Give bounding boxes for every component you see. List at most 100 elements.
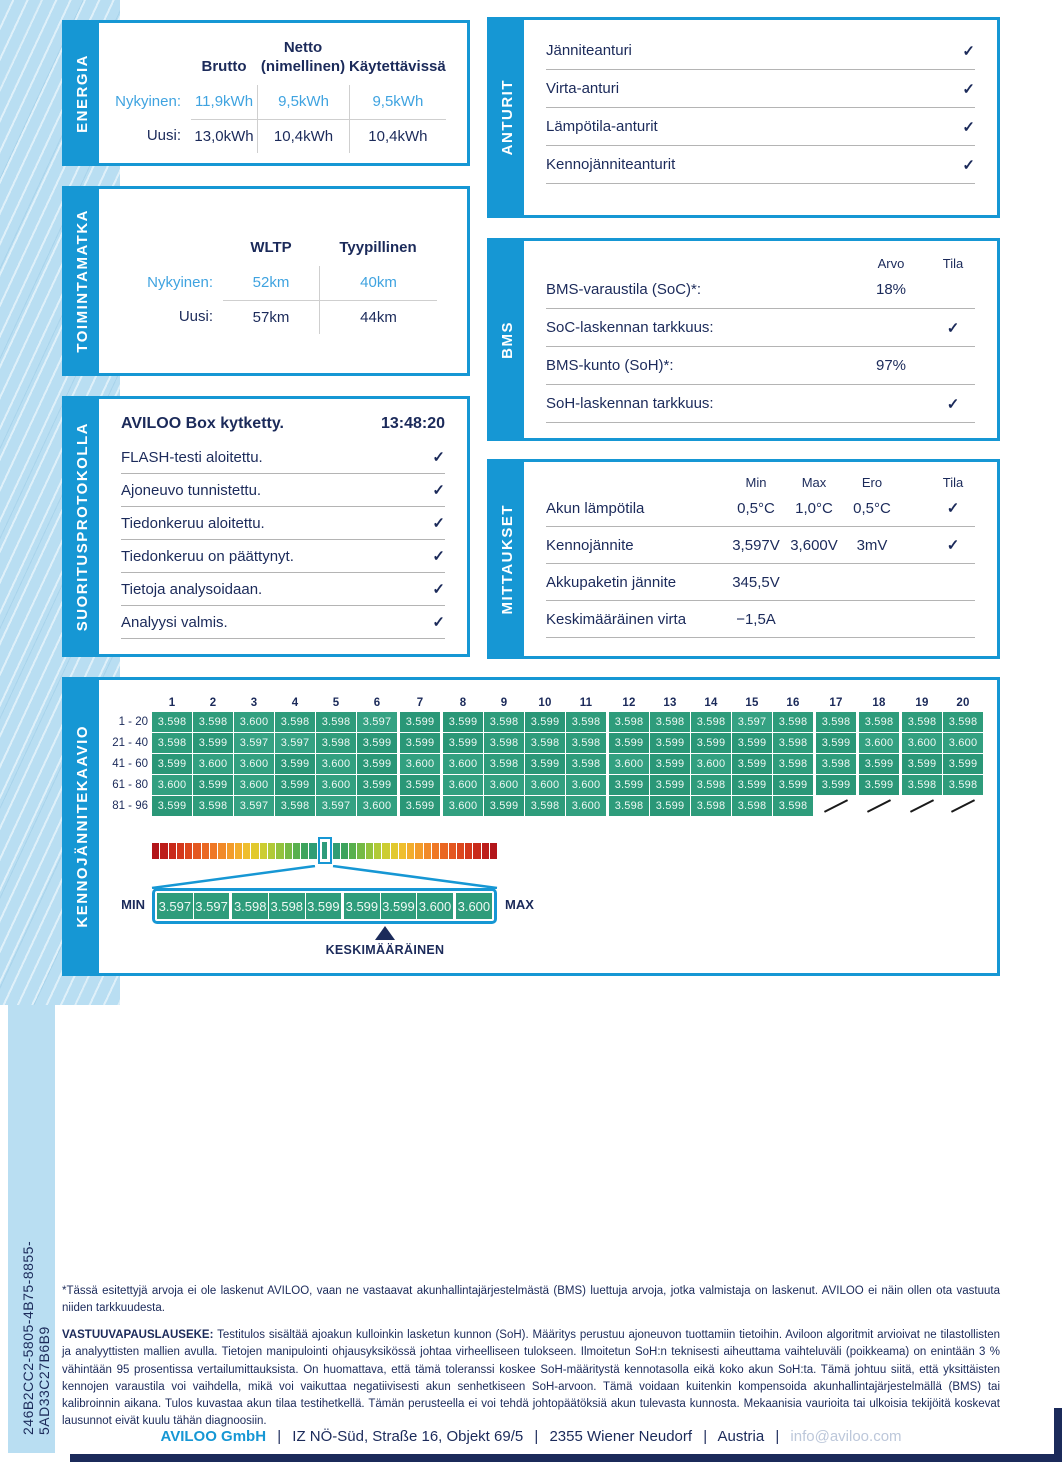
grid-row: 21 - 40 3.598 3.599 3.597 3.597 3.598 3.599 3.5… [99,733,984,753]
check-icon: ✓ [946,537,960,554]
bms-row: BMS-varaustila (SoC)*: 18% [546,271,975,309]
grid-cell: 3.597 [732,712,772,732]
check-icon: ✓ [432,482,445,499]
grid-cell: 3.599 [193,733,233,753]
grid-cell: 3.598 [484,733,524,753]
grid-cell: 3.598 [566,712,606,732]
grid-row: 41 - 60 3.599 3.600 3.600 3.599 3.600 3.599 3.6… [99,754,984,774]
grid-cell: 3.598 [773,754,813,774]
grid-cell: 3.600 [234,775,274,795]
grid-cell: 3.600 [234,712,274,732]
gradient-segment [234,843,243,859]
grid-cell: 3.600 [443,754,483,774]
measurement-ero: 0,5°C [853,499,891,517]
magnified-cell-group: 3.600 [455,893,492,919]
magnified-cell: 3.600 [455,893,492,919]
magnified-voltage-strip: 3.597 3.597 3.598 3.598 3.599 3.599 3.599 3.600… [152,888,497,924]
measurement-row: Kennojännite 3,597V 3,600V 3mV ✓ [546,527,975,564]
grid-cell: 3.598 [773,733,813,753]
grid-cell: 3.599 [357,775,397,795]
min-label: MIN [121,897,145,912]
energia-tab-label: ENERGIA [73,53,91,133]
check-icon: ✓ [962,156,975,174]
gradient-segment [365,843,374,859]
average-marker-icon [375,926,395,940]
footer-city: 2355 Wiener Neudorf [549,1428,693,1445]
disclaimer-lead: VASTUUVAPAUSLAUSEKE: [62,1329,214,1341]
bms-header-tila: Tila [942,255,964,271]
sensor-row: Jänniteanturi ✓ [546,32,975,70]
gradient-segment [251,843,259,859]
grid-column-header: 10 [538,696,552,709]
anturit-list: Jänniteanturi ✓ Virta-anturi ✓ Lämpötila-ant… [524,20,997,184]
anturit-card: ANTURIT Jänniteanturi ✓ Virta-anturi ✓ Lämpö… [487,17,1000,218]
gradient-segment [489,843,498,859]
mittaukset-header-tila: Tila [942,474,964,490]
gradient-segment [349,843,357,859]
check-icon: ✓ [946,395,960,413]
check-icon: ✓ [432,515,445,532]
protocol-title: AVILOO Box kytketty. [121,415,284,432]
measurement-min: −1,5A [736,610,776,628]
bms-row-value: 18% [875,281,907,298]
grid-cell: 3.599 [650,754,690,774]
grid-cell: 3.598 [525,733,565,753]
grid-cell: 3.599 [357,754,397,774]
measurement-max: 3,600V [790,536,838,554]
energia-current-brutto: 11,9kWh [194,93,254,110]
energia-row-current-label: Nykyinen: [115,93,181,110]
protocol-step-label: Tietoja analysoidaan. [121,580,263,598]
grid-cell: 3.600 [357,796,397,816]
grid-cell: 3.599 [859,775,899,795]
grid-cell: 3.600 [316,754,356,774]
disclaimer-paragraph: VASTUUVAPAUSLAUSEKE: Testitulos sisältää… [62,1327,1000,1431]
grid-cell: 3.600 [859,733,899,753]
bms-tab: BMS [490,241,524,438]
grid-cell-missing [859,796,899,816]
energia-new-netto: 10,4kWh [257,118,349,153]
gradient-segment [226,843,234,859]
grid-cell: 3.597 [234,796,274,816]
grid-cell: 3.598 [275,712,315,732]
magnified-cell-group: 3.597 3.597 [157,893,230,919]
magnified-cell: 3.600 [417,893,453,919]
grid-column-header: 6 [373,696,381,709]
grid-cell-missing [943,796,983,816]
bms-row-label: BMS-kunto (SoH)*: [546,357,674,374]
grid-cell: 3.599 [650,775,690,795]
grid-cell: 3.598 [943,712,983,732]
gradient-segment [340,843,349,859]
gradient-segment [176,843,185,859]
grid-cell: 3.598 [691,796,731,816]
gradient-segment [415,843,423,859]
gradient-segment [423,843,431,859]
grid-cell: 3.598 [943,775,983,795]
sensor-row: Virta-anturi ✓ [546,70,975,108]
check-icon: ✓ [432,548,445,565]
protocol-step-label: Analyysi valmis. [121,613,228,631]
bms-content: Arvo Tila BMS-varaustila (SoC)*: 18% SoC-l… [524,241,997,438]
measurement-min: 345,5V [732,573,780,591]
measurement-row: Keskimääräinen virta −1,5A [546,601,975,638]
energia-header-spacer [99,77,191,85]
grid-cell: 3.597 [234,733,274,753]
energia-current-netto: 9,5kWh [257,84,349,119]
grid-cell: 3.600 [566,775,606,795]
grid-cell: 3.598 [650,712,690,732]
kennojannitekaavio-card: KENNOJÄNNITEKAAVIO 1 2 3 4 5 6 7 8 9 10 11 12 13 14 15… [62,677,1000,976]
gradient-highlight-segment [322,842,328,859]
suoritusprotokolla-tab-label: SUORITUSPROTOKOLLA [73,421,91,632]
grid-cell: 3.597 [316,796,356,816]
grid-cell: 3.599 [609,733,649,753]
gradient-segment [448,843,456,859]
grid-cell: 3.599 [193,775,233,795]
disclaimer-body: Testitulos sisältää ajoakun kulloinkin l… [62,1329,1000,1428]
energia-card: ENERGIA Brutto Netto (nimellinen) Käytett… [62,20,470,166]
check-icon: ✓ [962,80,975,98]
toimintamatka-current-wltp: 52km [252,274,290,292]
grid-cell: 3.599 [400,712,440,732]
grid-cell: 3.598 [816,712,856,732]
grid-cell: 3.598 [275,796,315,816]
grid-cell: 3.600 [152,775,192,795]
